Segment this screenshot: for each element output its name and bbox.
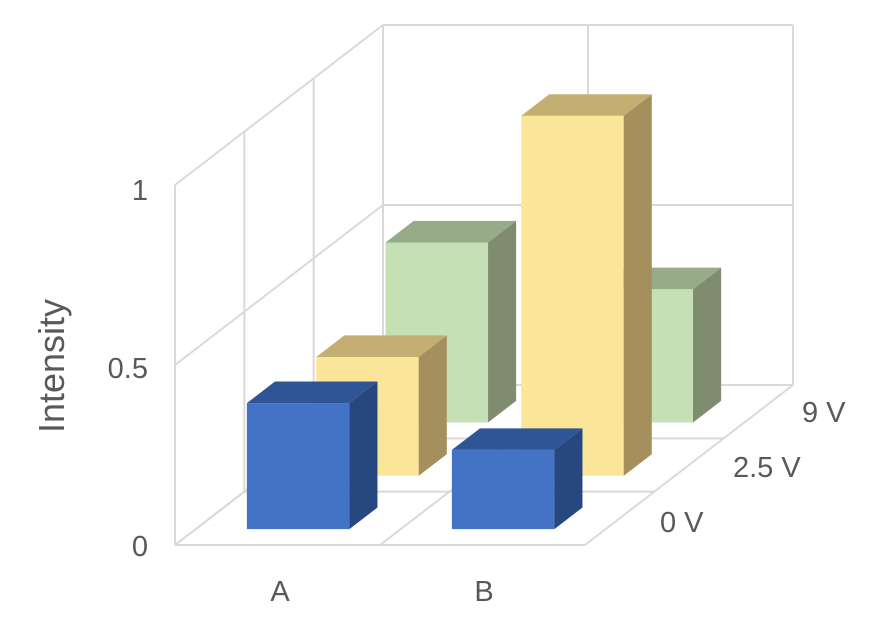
bar xyxy=(521,94,652,476)
bar-side-face xyxy=(693,267,722,423)
y-tick-label: 1 xyxy=(132,175,148,207)
bar-side-face xyxy=(554,428,583,530)
x-tick-label: B xyxy=(474,576,493,608)
x-tick-label: A xyxy=(270,576,290,608)
bar xyxy=(451,428,583,530)
bar-side-face xyxy=(418,335,447,476)
y-tick-label: 0.5 xyxy=(108,353,148,385)
bar xyxy=(246,381,378,530)
bar-side-face xyxy=(349,381,378,530)
floor-gridline xyxy=(584,384,794,546)
bar-top-face xyxy=(451,428,583,450)
series-label: 9 V xyxy=(802,397,846,429)
labels: Intensity 1 0.5 0 A B 0 V 2.5 V 9 V xyxy=(31,175,846,608)
gridline xyxy=(174,24,384,186)
bars xyxy=(246,94,722,530)
series-label: 2.5 V xyxy=(733,452,801,484)
gridline xyxy=(174,204,384,366)
bar-front-face xyxy=(246,403,350,530)
bar-top-face xyxy=(521,94,652,116)
series-label: 0 V xyxy=(660,507,704,539)
bar-top-face xyxy=(316,335,447,357)
bar-front-face xyxy=(451,449,555,530)
y-axis-label: Intensity xyxy=(31,299,72,433)
bar-top-face xyxy=(385,220,517,243)
bar-side-face xyxy=(623,94,652,476)
bar-top-face xyxy=(246,381,378,404)
y-tick-label: 0 xyxy=(132,531,148,563)
bar-front-face xyxy=(521,115,624,476)
bar-side-face xyxy=(488,220,517,423)
